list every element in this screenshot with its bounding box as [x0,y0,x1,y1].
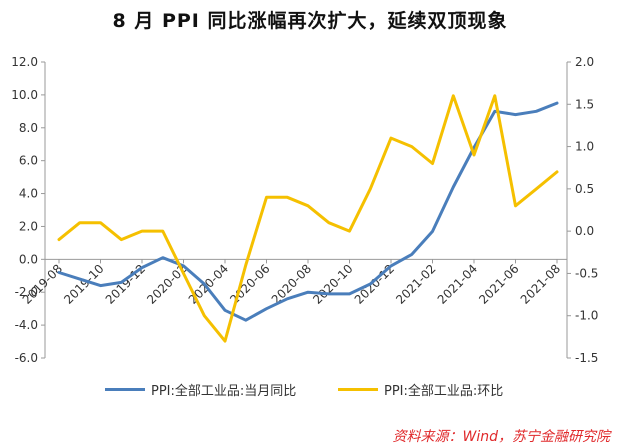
legend-label-mom: PPI:全部工业品:环比 [384,384,504,399]
x-tick-label: 2021-06 [476,262,521,307]
x-tick-label: 2021-02 [393,262,438,307]
right-tick-label: 1.0 [575,140,594,154]
left-tick-label: 10.0 [11,88,38,102]
left-tick-label: 4.0 [19,187,38,201]
x-axis: 2019-082019-102019-122020-022020-042020-… [20,259,563,307]
right-tick-label: 1.5 [575,97,594,111]
series-line-mom [57,94,559,343]
legend-item-mom: PPI:全部工业品:环比 [338,380,503,399]
legend-swatch-mom [338,388,378,391]
right-y-axis: -1.5 -1.0 -0.5 0.0 0.5 1.0 1.5 2.0 [567,55,598,365]
chart-axes [44,62,568,358]
x-tick-label: 2020-04 [186,262,231,307]
x-tick-label: 2021-08 [518,262,563,307]
left-tick-label: -6.0 [15,351,38,365]
legend-item-yoy: PPI:全部工业品:当月同比 [105,380,296,399]
series-lines [57,94,559,343]
x-tick-label: 2020-02 [144,262,189,307]
series-line-yoy [57,101,559,322]
left-tick-label: -4.0 [15,318,38,332]
left-tick-label: 6.0 [19,154,38,168]
right-tick-label: 0.0 [575,224,594,238]
x-tick-label: 2020-10 [310,262,355,307]
x-tick-label: 2021-04 [435,262,480,307]
x-tick-label: 2019-08 [20,262,65,307]
right-tick-label: 0.5 [575,182,594,196]
left-tick-label: -2.0 [15,285,38,299]
left-tick-label: 12.0 [11,55,38,69]
right-tick-label: -0.5 [575,266,598,280]
right-tick-label: 2.0 [575,55,594,69]
left-tick-label: 0.0 [19,252,38,266]
right-tick-label: -1.0 [575,309,598,323]
x-tick-label: 2020-06 [227,262,272,307]
legend-label-yoy: PPI:全部工业品:当月同比 [151,384,297,399]
x-tick-label: 2020-08 [269,262,314,307]
chart-title: 8 月 PPI 同比涨幅再次扩大，延续双顶现象 [112,10,508,32]
left-tick-label: 8.0 [19,121,38,135]
source-note: 资料来源：Wind，苏宁金融研究院 [392,429,611,445]
right-tick-label: -1.5 [575,351,598,365]
left-y-axis: -6.0 -4.0 -2.0 0.0 2.0 4.0 6.0 8.0 10.0 12.0 [11,55,45,365]
left-tick-label: 2.0 [19,219,38,233]
legend-swatch-yoy [105,388,145,391]
